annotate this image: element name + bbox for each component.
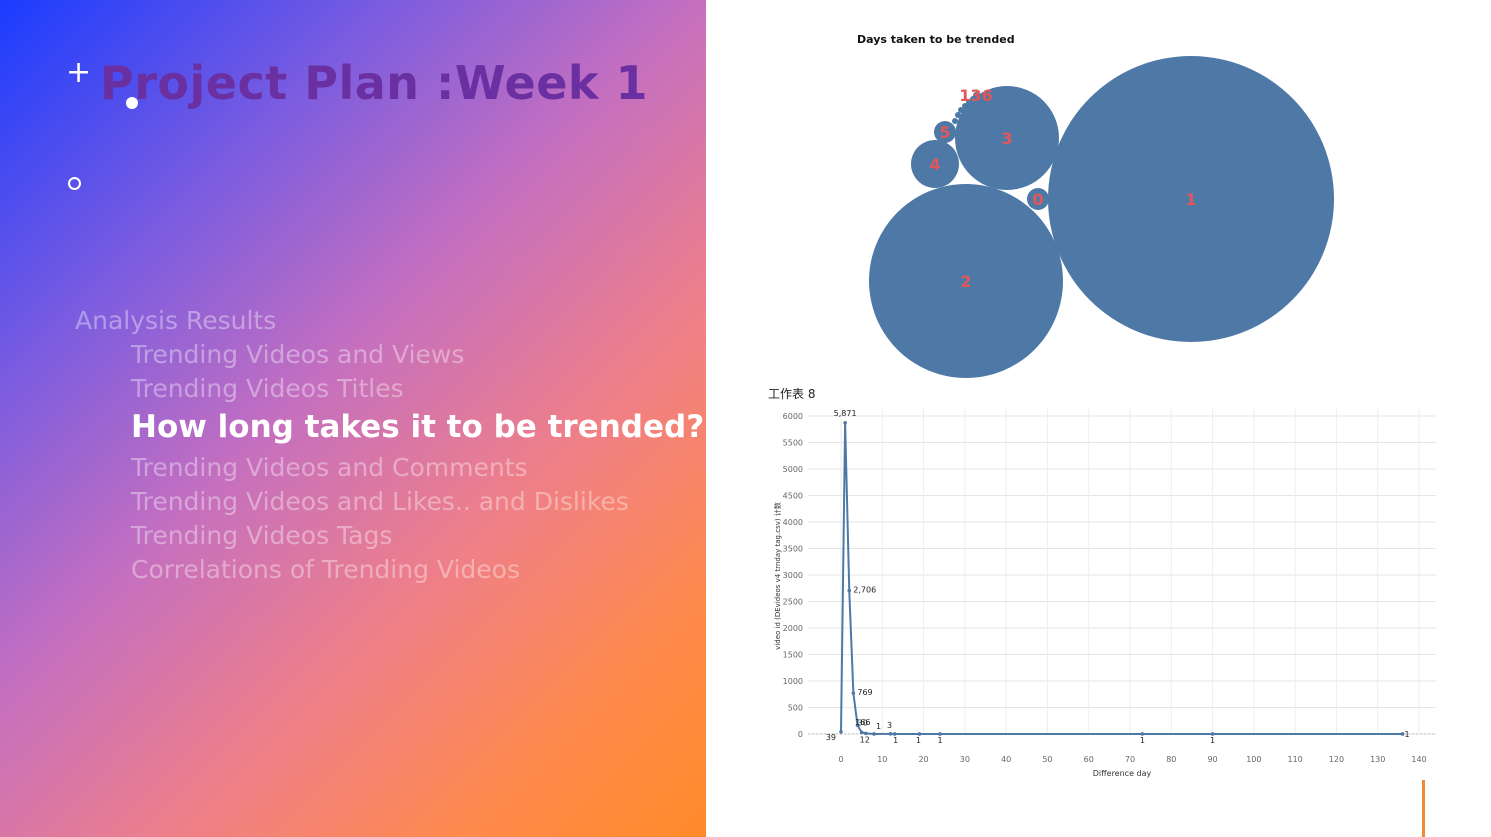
data-label: 1 <box>938 736 943 745</box>
agenda-item-tags: Trending Videos Tags <box>131 521 393 550</box>
y-tick-label: 3000 <box>783 571 803 580</box>
agenda-item-titles: Trending Videos Titles <box>131 374 404 403</box>
x-tick-label: 10 <box>877 755 887 764</box>
data-point <box>851 691 856 696</box>
y-tick-label: 5500 <box>783 439 803 448</box>
small-bubble <box>952 118 958 124</box>
data-point <box>917 732 922 736</box>
x-tick-label: 100 <box>1246 755 1261 764</box>
agenda-item-analysis-results: Analysis Results <box>75 306 277 335</box>
data-label: 769 <box>857 688 872 697</box>
small-bubble <box>958 107 964 113</box>
line-chart-title: 工作表 8 <box>768 387 816 401</box>
bubble <box>911 140 959 188</box>
y-tick-label: 1500 <box>783 651 803 660</box>
data-label: 166 <box>855 718 870 727</box>
bubble <box>955 86 1059 190</box>
plus-icon: + <box>66 55 92 90</box>
y-tick-label: 2500 <box>783 598 803 607</box>
bubble <box>1027 188 1049 210</box>
bubble <box>869 184 1063 378</box>
bubble-label: 136 <box>959 86 992 105</box>
data-point <box>892 732 897 736</box>
data-point <box>863 731 868 736</box>
data-label: 2,706 <box>853 586 876 595</box>
x-axis-label: Difference day <box>1093 769 1152 778</box>
agenda-item-correlations: Correlations of Trending Videos <box>131 555 520 584</box>
data-point <box>1140 732 1145 736</box>
y-tick-label: 3500 <box>783 545 803 554</box>
series-line <box>840 422 1403 735</box>
y-axis-label: video id (DEvideos v4 trnday tag.csv) 计数 <box>773 502 782 650</box>
x-tick-label: 80 <box>1166 755 1176 764</box>
data-point <box>1210 732 1215 736</box>
bubble <box>1048 56 1334 342</box>
y-tick-label: 1000 <box>783 677 803 686</box>
small-bubble <box>955 112 961 118</box>
data-label: 1 <box>1140 736 1145 745</box>
bubble-label: 0 <box>1032 190 1043 209</box>
data-label: 30 <box>858 718 868 727</box>
x-tick-label: 0 <box>838 755 843 764</box>
data-label: 1 <box>893 736 898 745</box>
agenda-item-views: Trending Videos and Views <box>131 340 465 369</box>
data-point <box>843 421 847 425</box>
bubble-label: 1 <box>1185 190 1196 209</box>
accent-bar <box>1422 780 1425 837</box>
x-tick-label: 120 <box>1329 755 1344 764</box>
data-point <box>938 732 942 736</box>
small-bubble <box>970 96 976 102</box>
x-tick-label: 20 <box>918 755 928 764</box>
small-bubble <box>966 99 972 105</box>
y-tick-label: 6000 <box>783 412 803 421</box>
x-tick-label: 60 <box>1084 755 1094 764</box>
y-tick-label: 2000 <box>783 624 803 633</box>
bubble-label: 4 <box>929 155 940 174</box>
bubble <box>934 121 956 143</box>
data-point <box>859 730 864 735</box>
bubble-label: 3 <box>1001 129 1012 148</box>
x-tick-label: 70 <box>1125 755 1135 764</box>
agenda-item-comments: Trending Videos and Comments <box>131 453 528 482</box>
y-tick-label: 0 <box>798 730 803 739</box>
page-title: Project Plan :Week 1 <box>100 56 649 110</box>
agenda-item-likes-dislikes: Trending Videos and Likes.. and Dislikes <box>131 487 629 516</box>
data-point <box>839 730 843 734</box>
x-tick-label: 130 <box>1370 755 1385 764</box>
y-tick-label: 4500 <box>783 492 803 501</box>
data-label: 1 <box>876 722 881 731</box>
x-tick-label: 140 <box>1411 755 1426 764</box>
bubble-label: 5 <box>939 123 950 142</box>
data-point <box>872 732 876 736</box>
ring-icon <box>68 177 81 190</box>
data-label: 5,871 <box>834 409 857 418</box>
y-tick-label: 5000 <box>783 465 803 474</box>
data-label: 39 <box>826 733 836 742</box>
x-tick-label: 50 <box>1042 755 1052 764</box>
data-label: 3 <box>887 721 892 730</box>
data-point <box>1400 732 1405 736</box>
data-point <box>888 732 893 736</box>
small-bubble <box>962 103 968 109</box>
y-tick-label: 500 <box>788 704 803 713</box>
x-tick-label: 30 <box>960 755 970 764</box>
data-point <box>855 723 860 728</box>
title-panel: + Project Plan :Week 1 Analysis Results … <box>0 0 706 837</box>
data-label: 1 <box>1404 730 1409 739</box>
x-tick-label: 110 <box>1288 755 1303 764</box>
agenda-item-time-to-trend: How long takes it to be trended? <box>131 409 705 445</box>
x-tick-label: 90 <box>1207 755 1217 764</box>
dot-icon <box>126 97 138 109</box>
data-label: 1 <box>916 736 921 745</box>
bubble <box>973 92 979 98</box>
y-tick-label: 4000 <box>783 518 803 527</box>
data-point <box>847 588 852 593</box>
bubble-label: 2 <box>960 272 971 291</box>
bubble-chart-title: Days taken to be trended <box>857 33 1015 46</box>
data-label: 12 <box>860 735 870 744</box>
data-label: 1 <box>1210 736 1215 745</box>
x-tick-label: 40 <box>1001 755 1011 764</box>
